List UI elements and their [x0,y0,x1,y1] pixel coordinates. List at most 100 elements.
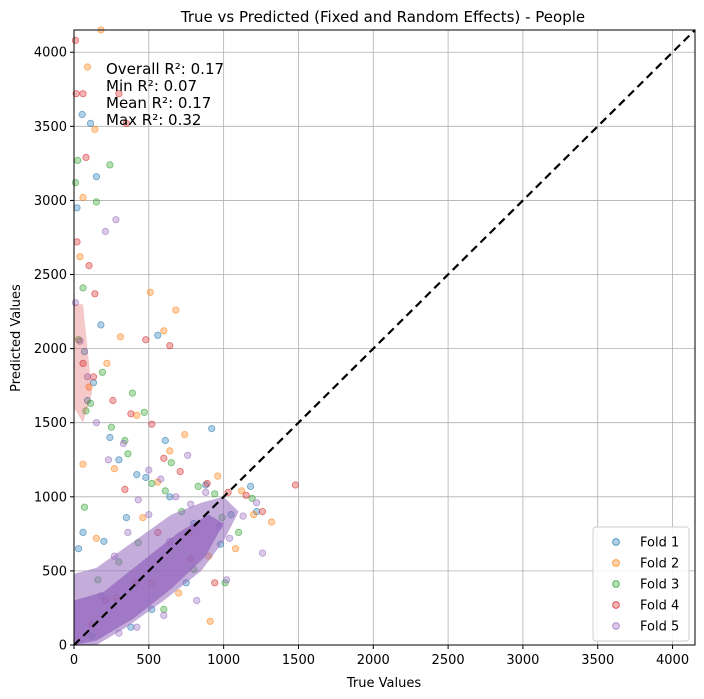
fold-4-point [160,454,168,462]
legend-label: Fold 2 [640,557,679,572]
y-tick-label: 500 [42,564,67,579]
overall-r2-text: Overall R²: 0.17 [106,60,224,78]
fold-4-point [91,290,99,298]
fold-5-point [92,419,101,427]
fold-1-point [133,470,141,479]
fold-5-point [184,451,192,459]
x-tick-label: 0 [70,653,78,668]
legend-label: Fold 5 [640,620,679,635]
fold-2-point [76,253,84,261]
fold-4-point [211,579,219,587]
fold-5-point [134,496,142,504]
x-tick-label: 1000 [207,653,240,668]
fold-1-point [127,623,135,631]
fold-2-point [206,617,214,625]
legend-label: Fold 1 [640,536,679,551]
y-tick-label: 1000 [34,490,67,505]
fold-1-point [92,173,101,181]
fold-5-point [239,512,247,520]
fold-2-point [238,487,246,495]
fold-3-point [71,179,80,187]
fold-2-point [79,460,87,468]
x-axis-label: True Values [346,676,421,691]
fold-2-point [91,125,99,133]
fold-3-point [194,482,202,490]
legend-marker [612,580,620,588]
fold-2-point [116,333,125,341]
fold-5-point [133,623,141,631]
fold-2-point [181,430,189,439]
fold-4-point [122,119,131,128]
fold-2-point [85,383,93,391]
fold-3-point [124,450,132,458]
x-axis-ticks: 0 500 1000 1500 2000 2500 3000 3500 4000 [70,645,689,668]
y-tick-label: 3000 [34,194,67,209]
fold-2-point [92,534,101,542]
fold-4-point [203,479,211,488]
legend-label: Fold 4 [640,599,679,614]
fold-4-point [127,410,135,418]
fold-4-point [79,90,87,98]
fold-4-point [85,261,93,270]
fold-5-point [172,493,180,501]
fold-4-point [82,153,90,161]
fold-1-point [154,331,162,339]
fold-3-point [98,368,107,376]
fold-2-point [172,306,180,314]
fold-3-point [86,399,95,407]
fold-5-point [193,596,201,605]
fold-1-point [74,545,83,553]
fold-3-point [167,459,175,467]
fold-1-point [79,528,87,537]
fold-1-point [73,204,81,212]
fold-5-point [104,456,113,464]
fold-4-point [109,396,117,405]
fold-1-point [97,321,105,329]
fold-4-point [148,420,156,428]
dense-cluster-layer [74,304,239,645]
fold-1-point [247,482,255,490]
fold-2-point [160,327,168,335]
fold-2-point [139,513,147,522]
fold-1-point [86,119,95,128]
fold-5-point [124,528,132,537]
fold-5-point [253,499,261,507]
fold-2-point [146,288,154,296]
fold-3-point [160,605,168,614]
fold-5-point [145,510,153,519]
legend-box [592,526,690,642]
fold-3-point [79,284,87,292]
x-tick-label: 500 [136,653,161,668]
fold-1-point [106,433,114,442]
legend-marker [612,538,620,546]
fold-2-point [83,63,92,71]
fold-4-point [115,90,123,98]
fold-5-point [145,466,153,474]
fold-1-point [80,347,89,356]
fold-5-point [226,534,234,542]
x-tick-label: 2500 [432,653,465,668]
max-r2-text: Max R²: 0.32 [106,111,201,129]
fold-5-point [160,611,168,620]
x-tick-label: 2000 [357,653,390,668]
y-tick-label: 1500 [34,416,67,431]
y-axis-ticks: 0 500 1000 1500 2000 2500 3000 3500 4000 [34,46,74,654]
legend: Fold 1 Fold 2 Fold 3 Fold 4 Fold 5 [592,526,690,642]
fold-1-point [115,456,123,464]
fold-3-point [161,487,169,495]
x-tick-label: 4000 [656,653,689,668]
y-tick-label: 4000 [34,46,67,61]
fold-3-point [235,528,243,537]
x-tick-label: 1500 [282,653,315,668]
fold-2-point [166,447,174,455]
fold-5-point [76,337,84,345]
fold-5-point [112,216,120,224]
chart-title: True vs Predicted (Fixed and Random Effe… [180,8,585,26]
fold-1-point [78,110,86,119]
fold-4-point [89,373,98,381]
fold-4-point [242,491,250,499]
fold-3-point [82,407,90,415]
fold-2-point [79,193,87,202]
fold-1-point [208,424,216,433]
